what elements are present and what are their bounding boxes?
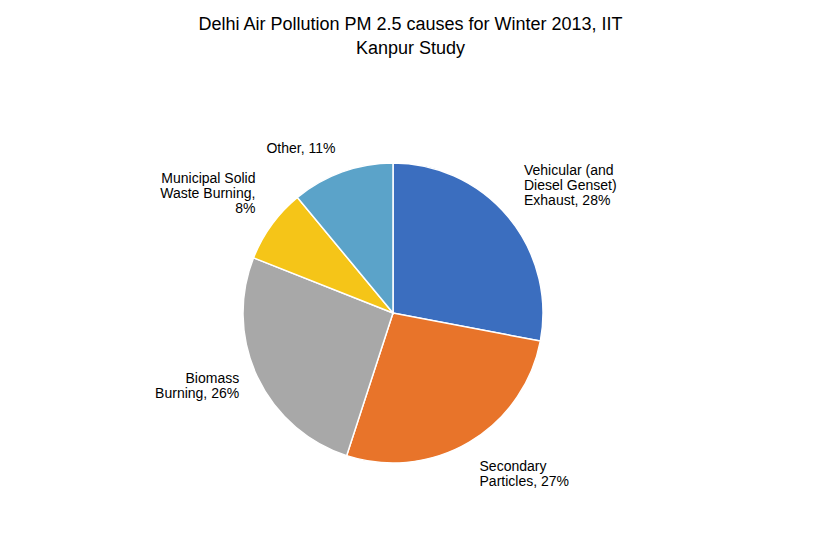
- html-text:Delhi Air Pollution PM 2.5 cau: Delhi Air Pollution PM 2.5 causes for Wi…: [198, 14, 623, 58]
- svg-text:SecondaryParticles, 27%: SecondaryParticles, 27%: [480, 458, 569, 489]
- svg-text:BiomassBurning, 26%: BiomassBurning, 26%: [155, 370, 239, 401]
- svg-text:Other, 11%: Other, 11%: [266, 140, 335, 156]
- svg-text:Municipal SolidWaste Burning,8: Municipal SolidWaste Burning,8%: [160, 170, 255, 216]
- svg-text:Vehicular (andDiesel Genset)Ex: Vehicular (andDiesel Genset)Exhaust, 28%: [524, 162, 617, 208]
